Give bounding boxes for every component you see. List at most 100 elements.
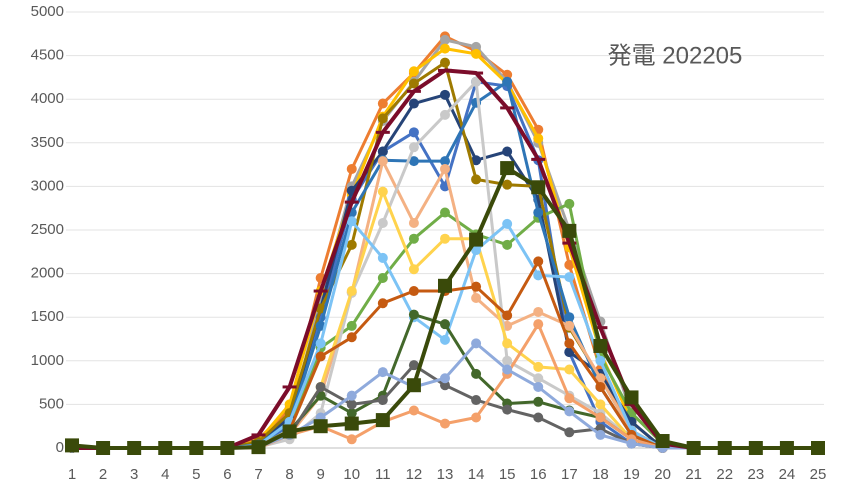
x-tick-label: 10 <box>343 466 360 483</box>
marker <box>502 404 513 415</box>
marker <box>438 278 452 293</box>
series <box>65 161 825 455</box>
x-tick-label: 7 <box>254 466 262 483</box>
marker <box>377 272 388 283</box>
marker <box>595 373 606 384</box>
marker <box>377 367 388 378</box>
marker <box>471 41 482 52</box>
marker <box>564 312 575 323</box>
marker <box>595 355 606 366</box>
marker <box>502 310 513 321</box>
x-tick-label: 14 <box>468 466 485 483</box>
marker <box>595 412 606 423</box>
marker <box>564 320 575 331</box>
marker <box>440 57 450 68</box>
marker <box>564 393 575 404</box>
marker <box>346 239 357 250</box>
series-line <box>72 159 818 450</box>
marker <box>408 142 419 153</box>
x-tick-label: 24 <box>779 466 796 483</box>
marker <box>377 98 388 109</box>
marker <box>346 399 357 410</box>
x-tick-label: 15 <box>499 466 516 483</box>
marker <box>346 216 357 227</box>
series <box>67 216 823 453</box>
x-tick-label: 6 <box>223 466 231 483</box>
marker <box>533 396 544 407</box>
marker <box>440 334 450 345</box>
y-tick-label: 1000 <box>31 352 64 369</box>
series-line <box>72 80 818 450</box>
series-line <box>72 93 818 450</box>
marker <box>626 438 637 449</box>
marker <box>564 272 575 283</box>
marker <box>440 163 450 174</box>
marker <box>440 233 450 244</box>
series <box>65 68 825 450</box>
marker <box>315 303 326 314</box>
marker <box>315 351 326 362</box>
marker <box>471 48 482 59</box>
y-tick-label: 1500 <box>31 308 64 325</box>
x-tick-label: 20 <box>654 466 671 483</box>
x-tick-label: 19 <box>623 466 640 483</box>
marker <box>471 281 482 292</box>
marker <box>471 76 482 87</box>
y-tick-label: 4500 <box>31 47 64 64</box>
series <box>67 156 823 453</box>
marker <box>595 429 606 440</box>
marker <box>408 360 419 371</box>
x-tick-label: 25 <box>810 466 827 483</box>
marker <box>533 361 544 372</box>
marker <box>377 298 388 309</box>
marker <box>251 440 266 455</box>
marker <box>377 146 388 157</box>
marker <box>377 186 388 197</box>
series <box>67 43 823 453</box>
marker <box>440 373 450 384</box>
marker <box>440 380 450 391</box>
marker <box>595 381 606 392</box>
marker <box>471 155 482 166</box>
series <box>67 89 823 453</box>
series-line <box>72 80 818 450</box>
x-tick-label: 13 <box>437 466 454 483</box>
marker <box>189 441 204 455</box>
marker <box>471 395 482 406</box>
x-tick-label: 9 <box>316 466 324 483</box>
marker <box>315 338 326 349</box>
marker <box>127 441 142 455</box>
marker <box>595 399 606 410</box>
marker <box>717 441 732 455</box>
marker <box>408 218 419 229</box>
marker <box>315 381 326 392</box>
marker <box>408 98 419 109</box>
marker <box>502 239 513 250</box>
x-tick-label: 5 <box>192 466 200 483</box>
marker <box>440 156 450 167</box>
marker <box>655 434 670 449</box>
marker <box>533 270 544 281</box>
marker <box>624 390 639 405</box>
marker <box>686 441 701 455</box>
x-tick-label: 8 <box>285 466 293 483</box>
y-tick-label: 0 <box>56 439 64 456</box>
series <box>67 76 823 453</box>
x-tick-label: 21 <box>685 466 702 483</box>
marker <box>533 207 544 218</box>
x-tick-label: 12 <box>406 466 423 483</box>
marker <box>593 338 608 353</box>
marker <box>533 373 544 384</box>
marker <box>564 406 575 417</box>
y-tick-label: 3500 <box>31 134 64 151</box>
marker <box>408 405 419 416</box>
series <box>67 76 823 453</box>
marker <box>471 293 482 304</box>
y-tick-label: 5000 <box>31 3 64 20</box>
x-tick-label: 22 <box>716 466 733 483</box>
marker <box>344 416 359 431</box>
marker <box>564 259 575 270</box>
x-tick-label: 2 <box>99 466 107 483</box>
marker <box>158 441 173 455</box>
series <box>67 76 823 453</box>
